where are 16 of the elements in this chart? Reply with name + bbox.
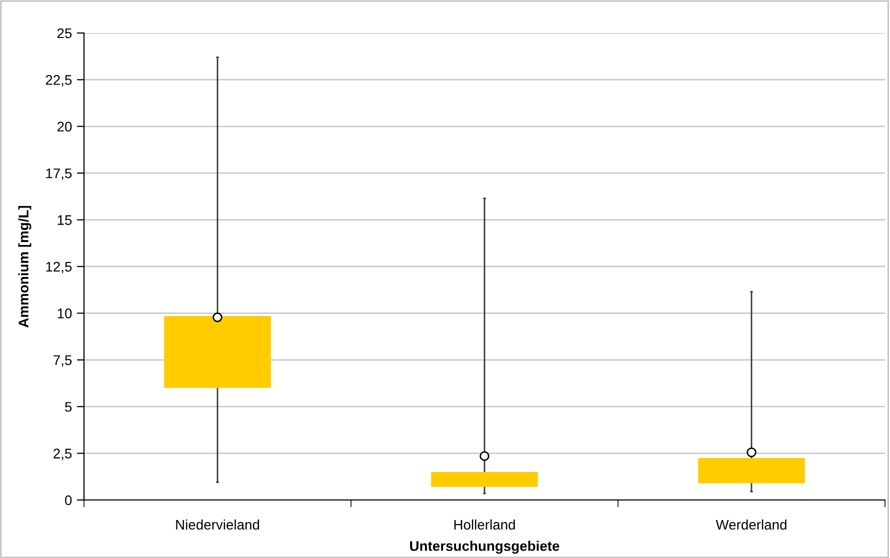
- y-tick-label: 7,5: [54, 355, 72, 367]
- y-tick-label: 5: [65, 402, 72, 412]
- y-tick-label: 17,5: [46, 168, 72, 180]
- x-tick-label: Hollerland: [454, 519, 515, 530]
- y-axis-title: Ammonium [mg/L]: [18, 206, 32, 328]
- x-tick-label: Niedervieland: [176, 519, 260, 530]
- y-tick-label: 2,5: [54, 448, 72, 460]
- x-tick-label: Werderland: [716, 519, 786, 530]
- y-tick-label: 10: [58, 308, 72, 318]
- y-tick-label: 12,5: [46, 262, 72, 274]
- y-tick-label: 15: [58, 215, 72, 225]
- y-tick-label: 20: [57, 122, 72, 132]
- y-tick-label: 25: [57, 28, 72, 38]
- y-tick-label: 22,5: [46, 75, 72, 87]
- x-axis-title: Untersuchungsgebiete: [410, 540, 560, 554]
- y-tick-label: 0: [65, 495, 72, 506]
